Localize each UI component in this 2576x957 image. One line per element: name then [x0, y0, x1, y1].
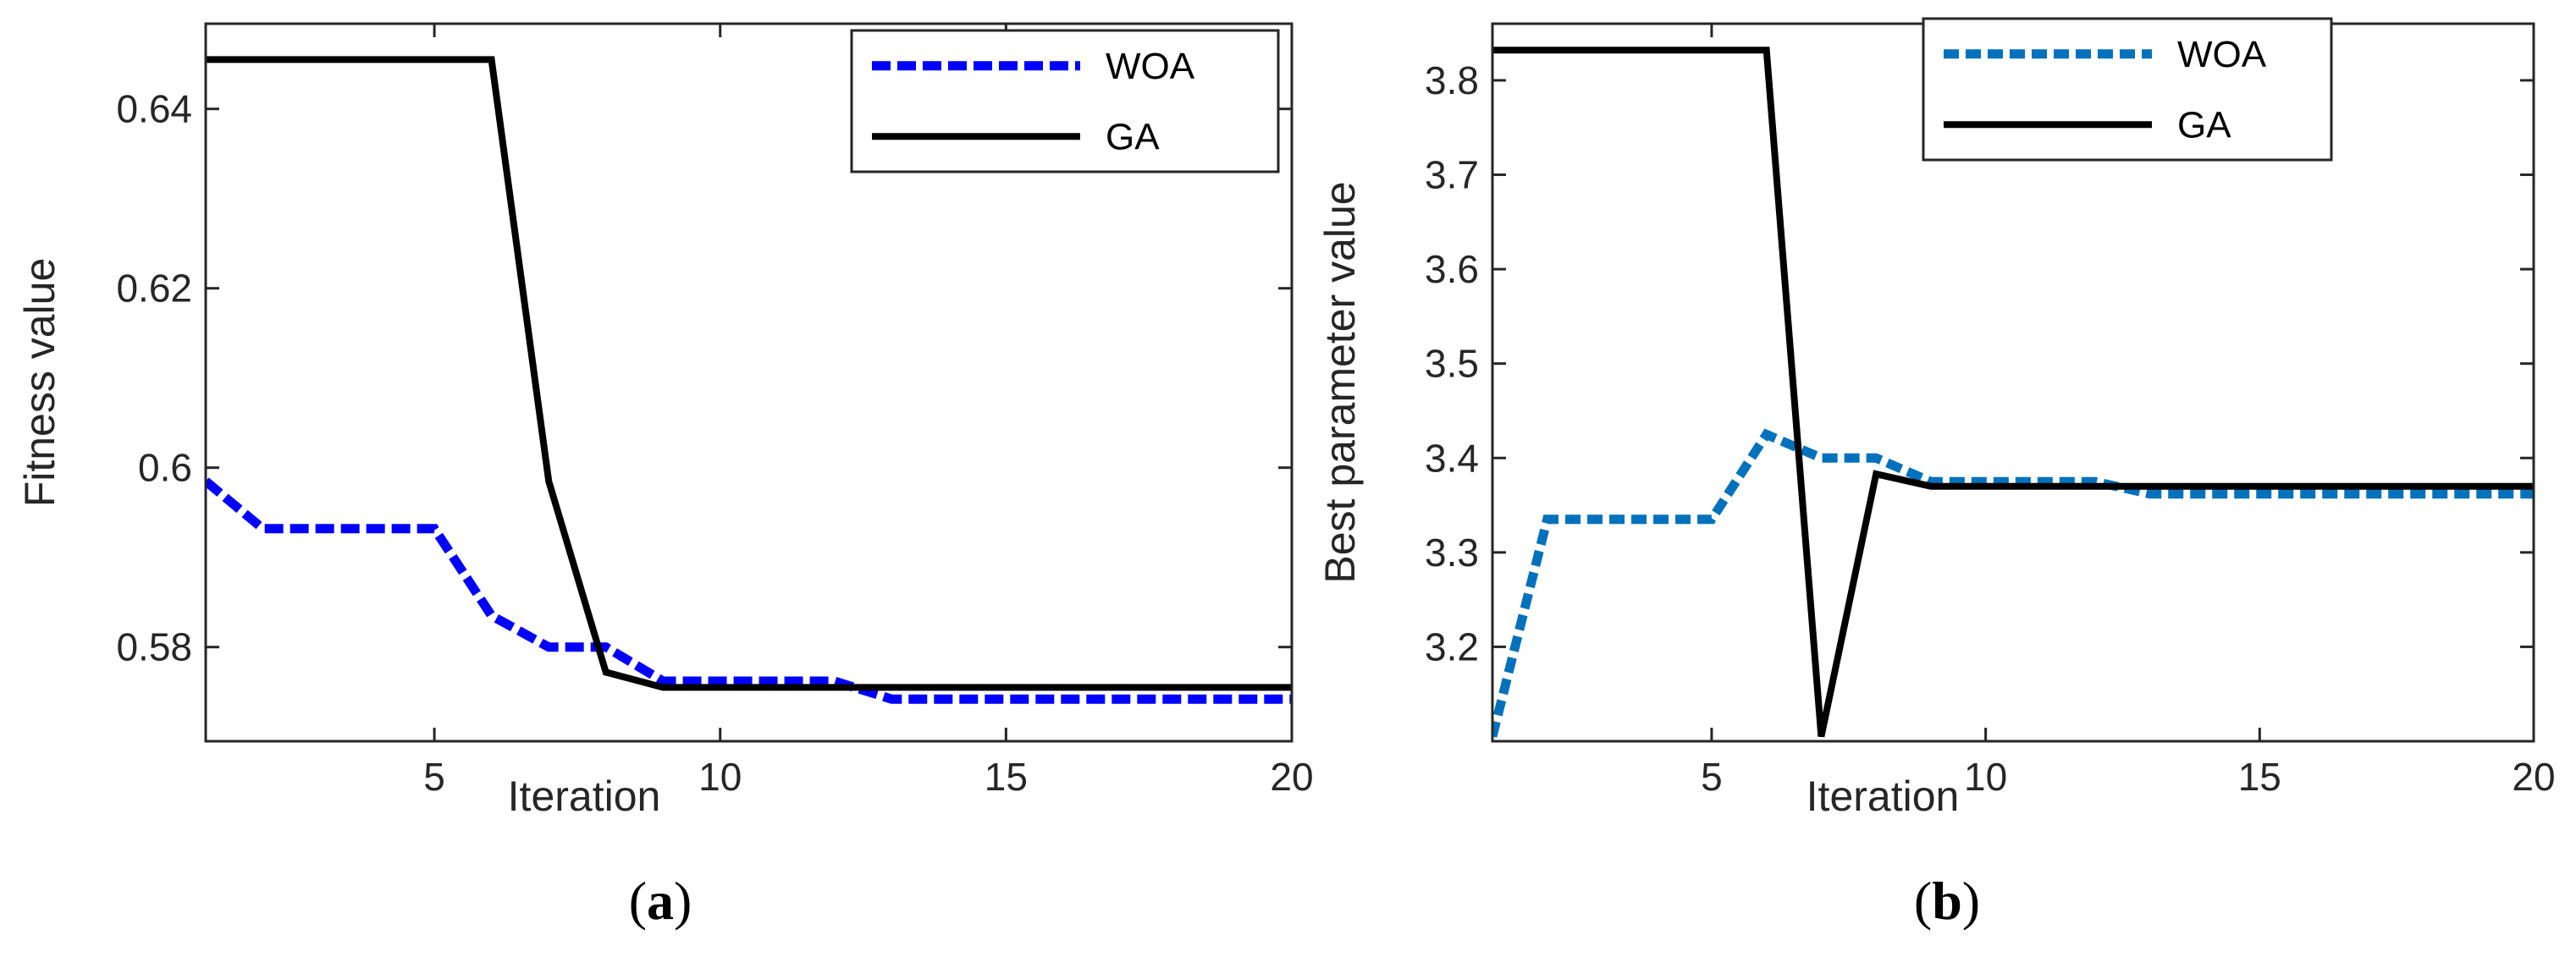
- chart-a-caption-paren-open: (: [629, 871, 647, 931]
- chart-b-legend-box: [1922, 17, 2333, 162]
- chart-b-ytick-label: 3.3: [1425, 531, 1479, 575]
- chart-a-legend-label-ga: GA: [1106, 116, 1160, 157]
- chart-a-y-axis-label: Fitness value: [16, 258, 63, 508]
- chart-b-ytick-label: 3.6: [1425, 247, 1479, 291]
- chart-b-xtick-label: 20: [2512, 755, 2555, 799]
- chart-a: 0.58 0.6 0.62 0.64 5 10 15 20 Iteration Fitness v…: [16, 22, 1314, 931]
- chart-a-legend-box: [850, 29, 1280, 173]
- chart-b-y-axis-label: Best parameter value: [1316, 181, 1364, 583]
- chart-a-axes-box: [204, 22, 1294, 743]
- chart-a-xtick-label: 10: [698, 755, 742, 799]
- chart-b-ytick-label: 3.8: [1425, 58, 1479, 102]
- chart-a-ytick-label: 0.64: [116, 87, 192, 131]
- chart-b-series-group: [1492, 47, 2534, 738]
- chart-a-legend: WOA GA: [850, 29, 1280, 173]
- chart-b-caption-paren-open: (: [1914, 871, 1932, 931]
- chart-b-caption-paren-close: ): [1962, 871, 1980, 931]
- chart-a-xtick-label: 20: [1270, 755, 1313, 799]
- chart-b-caption: (b): [1914, 871, 1980, 931]
- chart-b-series-ga-line: [1492, 47, 2534, 738]
- chart-a-ytick-label: 0.58: [116, 625, 192, 669]
- chart-b-ytick-label: 3.7: [1425, 153, 1479, 197]
- chart-b-legend-label-woa: WOA: [2177, 34, 2267, 75]
- chart-b: 3.2 3.3 3.4 3.5 3.6 3.7 3.8 5 10 15 20 Iteration Bes…: [1316, 17, 2556, 931]
- chart-a-caption: (a): [629, 871, 692, 931]
- chart-a-series-ga-line: [206, 56, 1292, 691]
- chart-b-xtick-label: 10: [1964, 755, 2007, 799]
- chart-b-legend: WOA GA: [1922, 17, 2333, 162]
- chart-b-caption-letter: b: [1932, 871, 1962, 931]
- chart-a-series-woa-line: [206, 477, 1292, 704]
- chart-a-ytick-label: 0.6: [138, 446, 192, 490]
- chart-b-x-axis-label: Iteration: [1807, 773, 1960, 820]
- chart-a-x-axis-label: Iteration: [508, 773, 661, 820]
- chart-a-xtick-label: 5: [423, 755, 445, 799]
- chart-b-xtick-label: 15: [2238, 755, 2281, 799]
- chart-b-legend-label-ga: GA: [2177, 104, 2231, 146]
- chart-a-series-group: [206, 56, 1292, 704]
- chart-a-xtick-label: 15: [985, 755, 1028, 799]
- chart-b-series-woa-line: [1492, 428, 2534, 738]
- chart-a-ytick-label: 0.62: [116, 267, 192, 311]
- chart-b-xtick-label: 5: [1701, 755, 1723, 799]
- chart-b-ytick-label: 3.2: [1425, 624, 1479, 668]
- chart-b-ytick-label: 3.4: [1425, 436, 1479, 480]
- chart-a-caption-letter: a: [647, 871, 674, 931]
- chart-a-legend-label-woa: WOA: [1106, 46, 1195, 87]
- chart-b-ytick-label: 3.5: [1425, 342, 1479, 386]
- chart-a-caption-paren-close: ): [674, 871, 692, 931]
